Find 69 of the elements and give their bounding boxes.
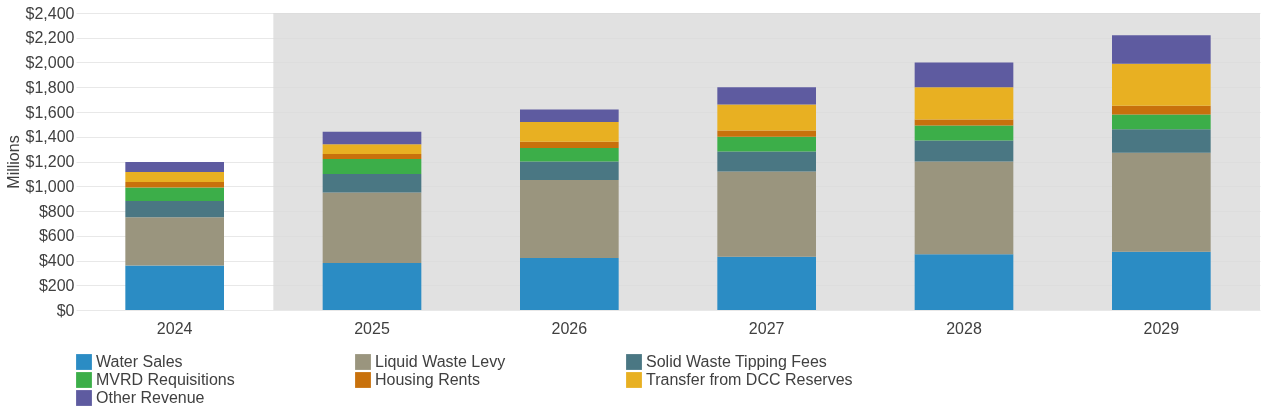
bar — [717, 171, 816, 257]
y-tick-label: $1,400 — [25, 128, 75, 146]
y-tick-label: $800 — [38, 202, 75, 220]
bar — [914, 62, 1014, 88]
y-tick-label: $1,600 — [25, 103, 75, 121]
bar — [1112, 251, 1211, 310]
x-tick-label: 2028 — [946, 319, 982, 337]
bar — [914, 140, 1014, 162]
y-tick-label: $2,000 — [25, 54, 75, 71]
x-tick-label: 2026 — [551, 319, 588, 337]
legend-label: Transfer from DCC Reserves — [646, 371, 853, 388]
bar — [125, 172, 224, 182]
y-tick-label: $400 — [38, 252, 75, 269]
bar — [717, 130, 816, 137]
legend-label: Water Sales — [96, 353, 183, 370]
bar — [1112, 129, 1211, 153]
bar — [1112, 105, 1211, 115]
y-tick-label: $600 — [38, 227, 75, 245]
bar — [125, 201, 224, 218]
y-tick-label: $1,200 — [25, 153, 75, 170]
bar — [322, 159, 422, 174]
bar — [1112, 114, 1211, 130]
bar — [125, 187, 224, 202]
bar — [914, 87, 1014, 120]
y-tick-label: $1,800 — [25, 78, 75, 96]
x-tick-label: 2027 — [748, 319, 785, 337]
bar — [914, 161, 1014, 255]
bar — [125, 181, 224, 188]
bar — [520, 258, 619, 310]
y-tick-label: $1,000 — [25, 177, 75, 195]
bar — [520, 147, 619, 162]
bar — [125, 265, 224, 310]
bar — [322, 262, 422, 310]
bar — [1112, 152, 1211, 252]
y-tick-label: $200 — [38, 276, 75, 294]
legend-label: Liquid Waste Levy — [375, 353, 506, 370]
bar — [717, 136, 816, 152]
legend-label: MVRD Requisitions — [96, 371, 235, 388]
bar — [717, 151, 816, 172]
bar — [125, 162, 224, 173]
y-tick-label: $0 — [56, 301, 75, 319]
y-tick-label: $2,400 — [25, 4, 75, 22]
bar — [322, 131, 422, 145]
x-tick-label: 2025 — [354, 319, 390, 337]
bar — [717, 104, 816, 131]
bar — [520, 180, 619, 259]
bar — [322, 154, 422, 160]
bar — [1112, 63, 1211, 106]
bar — [125, 217, 224, 266]
bar — [322, 144, 422, 155]
bar — [322, 173, 422, 193]
x-tick-label: 2024 — [156, 319, 193, 337]
legend-label: Other Revenue — [96, 389, 205, 406]
y-axis-title: Millions — [4, 135, 22, 189]
bar — [717, 256, 816, 310]
bar — [322, 192, 422, 263]
bar — [1112, 35, 1211, 64]
legend-label: Housing Rents — [375, 371, 480, 388]
bar — [520, 109, 619, 122]
bar — [520, 141, 619, 148]
bar — [520, 161, 619, 181]
bar — [520, 121, 619, 142]
bar — [914, 254, 1014, 310]
bar — [914, 119, 1014, 126]
x-tick-label: 2029 — [1143, 319, 1180, 337]
legend-label: Solid Waste Tipping Fees — [646, 353, 827, 370]
y-tick-label: $2,200 — [25, 29, 75, 47]
bar — [717, 87, 816, 105]
bar — [914, 125, 1014, 141]
